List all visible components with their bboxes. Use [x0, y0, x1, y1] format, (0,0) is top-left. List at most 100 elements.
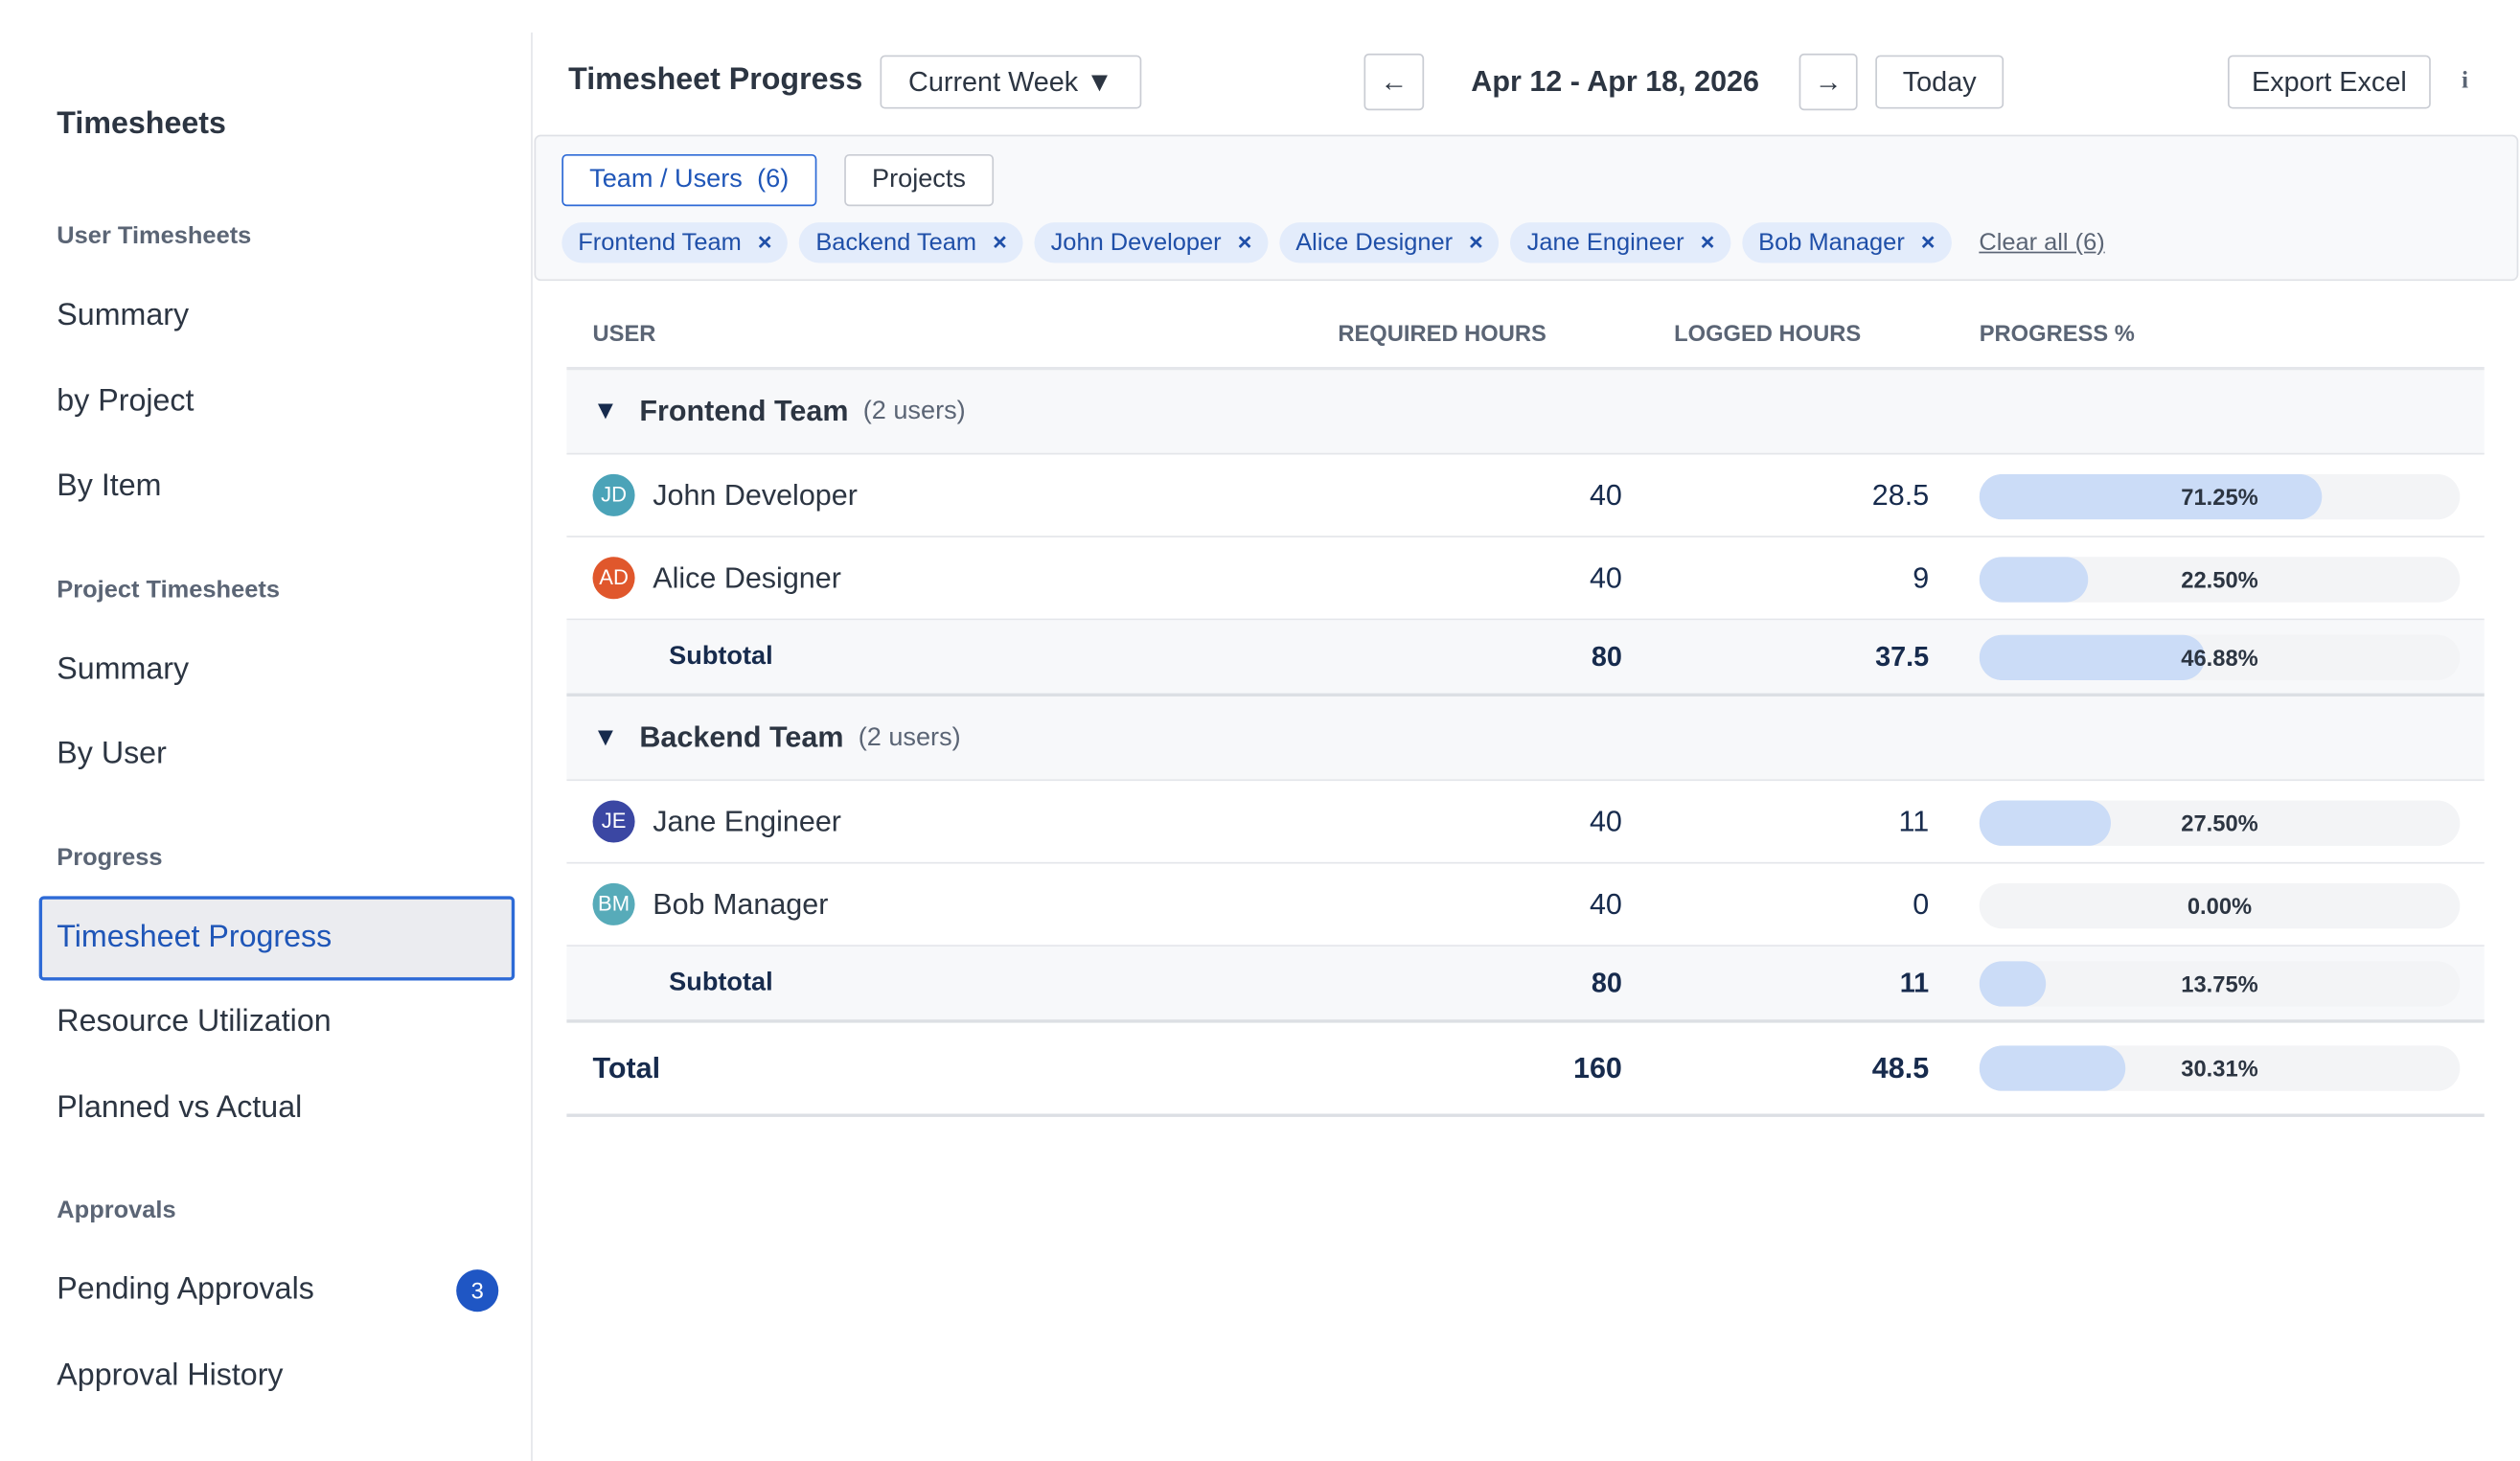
chip-label: John Developer — [1050, 228, 1222, 257]
filter-chip[interactable]: Alice Designer × — [1279, 222, 1500, 263]
group-row[interactable]: ▼ Frontend Team (2 users) — [566, 370, 2485, 455]
range-label: Current Week — [908, 66, 1079, 98]
nav-item[interactable]: By Item — [39, 445, 515, 529]
filter-chip[interactable]: Jane Engineer × — [1510, 222, 1731, 263]
user-cell: JE Jane Engineer — [592, 781, 841, 862]
filter-panel: Team / Users (6) Projects Frontend Team × Bac… — [534, 134, 2519, 282]
chip-remove[interactable]: × — [1237, 228, 1252, 257]
progress-table: USER REQUIRED HOURS LOGGED HOURS PROGRESS %… — [566, 297, 2485, 1117]
progress-fill — [1979, 1045, 2125, 1091]
filter-chip[interactable]: Backend Team × — [799, 222, 1023, 263]
table-header: USER REQUIRED HOURS LOGGED HOURS PROGRESS % — [566, 297, 2485, 371]
nav-item[interactable]: Resource Utilization — [39, 981, 515, 1065]
progress-label: 27.50% — [2181, 809, 2258, 835]
progress-fill — [1979, 556, 2088, 602]
progress-track: 27.50% — [1979, 799, 2461, 846]
nav-label: By Item — [57, 468, 162, 504]
section-heading: User Timesheets — [57, 222, 252, 250]
logged-hours: 11 — [1898, 804, 1930, 837]
nav-label: by Project — [57, 383, 195, 419]
sidebar: Timesheets User Timesheets Summary by Proj… — [22, 32, 533, 1461]
info-icon[interactable]: i — [2462, 68, 2469, 95]
progress-fill — [1979, 799, 2112, 846]
export-button[interactable]: Export Excel — [2227, 55, 2431, 109]
section-heading: Progress — [57, 843, 163, 872]
logged-hours: 0 — [1913, 887, 1930, 920]
tab-label: Team / Users — [589, 165, 743, 194]
user-row: AD Alice Designer 40 9 22.50% — [566, 537, 2485, 621]
range-dropdown[interactable]: Current Week ▼ — [880, 55, 1142, 109]
filter-tab[interactable]: Team / Users (6) — [561, 153, 817, 207]
avatar: JE — [592, 800, 635, 843]
user-name: Jane Engineer — [653, 804, 841, 837]
total-row: Total 160 48.5 30.31% — [566, 1023, 2485, 1117]
group-cell: ▼ Frontend Team (2 users) — [593, 370, 966, 452]
group-row[interactable]: ▼ Backend Team (2 users) — [566, 696, 2485, 782]
chip-remove[interactable]: × — [1920, 228, 1936, 257]
section-heading: Approvals — [57, 1196, 176, 1224]
progress-fill — [1979, 960, 2046, 1006]
column-header: PROGRESS % — [1979, 319, 2135, 346]
subtotal-label: Subtotal — [669, 642, 773, 671]
subtotal-row: Subtotal 80 11 13.75% — [566, 946, 2485, 1023]
toggle-icon: ▼ — [592, 397, 619, 425]
progress-label: 46.88% — [2181, 643, 2258, 671]
nav-item[interactable]: By User — [39, 713, 515, 797]
chip-remove[interactable]: × — [1700, 228, 1715, 257]
column-header: REQUIRED HOURS — [1338, 319, 1546, 346]
nav-item[interactable]: Summary — [39, 628, 515, 712]
progress-track: 22.50% — [1979, 556, 2461, 602]
filter-tab[interactable]: Projects — [844, 153, 994, 207]
nav-item[interactable]: Pending Approvals 3 — [39, 1248, 515, 1333]
nav-item[interactable]: by Project — [39, 359, 515, 444]
nav-item[interactable]: Timesheet Progress — [38, 895, 515, 980]
clear-all[interactable]: Clear all (6) — [1979, 228, 2105, 257]
filter-chip[interactable]: John Developer × — [1034, 222, 1269, 263]
logged-hours: 48.5 — [1871, 1051, 1930, 1084]
group-count: (2 users) — [862, 397, 966, 425]
progress-label: 13.75% — [2181, 970, 2258, 996]
next-button[interactable]: → — [1798, 53, 1858, 111]
chip-label: Backend Team — [815, 228, 977, 257]
chip-label: Frontend Team — [578, 228, 742, 257]
filter-chip[interactable]: Bob Manager × — [1742, 222, 1952, 263]
nav-label: Planned vs Actual — [57, 1089, 303, 1125]
user-name: John Developer — [653, 478, 858, 511]
required-hours: 80 — [1591, 967, 1622, 998]
progress-label: 71.25% — [2181, 483, 2258, 510]
toggle-icon: ▼ — [592, 722, 619, 751]
nav-item[interactable]: Summary — [39, 274, 515, 358]
nav-item[interactable]: Planned vs Actual — [39, 1066, 515, 1151]
sidebar-title: Timesheets — [57, 106, 226, 142]
user-cell: AD Alice Designer — [592, 537, 841, 619]
chip-remove[interactable]: × — [757, 228, 772, 257]
user-row: JE Jane Engineer 40 11 27.50% — [566, 781, 2485, 864]
chip-label: Bob Manager — [1758, 228, 1905, 257]
nav-label: Pending Approvals — [57, 1272, 314, 1308]
chip-remove[interactable]: × — [992, 228, 1007, 257]
user-name: Alice Designer — [653, 560, 841, 594]
nav-label: Timesheet Progress — [57, 919, 332, 954]
required-hours: 40 — [1589, 804, 1622, 837]
today-button[interactable]: Today — [1875, 55, 2005, 109]
chip-remove[interactable]: × — [1469, 228, 1483, 257]
progress-label: 22.50% — [2181, 565, 2258, 592]
required-hours: 160 — [1572, 1051, 1622, 1084]
prev-button[interactable]: ← — [1363, 53, 1425, 111]
progress-track: 0.00% — [1979, 882, 2461, 928]
date-range: Apr 12 - Apr 18, 2026 — [1471, 64, 1759, 98]
user-name: Bob Manager — [653, 887, 829, 920]
user-cell: JD John Developer — [592, 454, 858, 536]
group-name: Backend Team — [639, 720, 844, 754]
logged-hours: 37.5 — [1875, 640, 1930, 672]
nav-label: Approval History — [57, 1358, 284, 1393]
group-cell: ▼ Backend Team (2 users) — [593, 696, 961, 779]
main: Timesheet Progress Current Week ▼ ← Apr … — [533, 0, 2520, 1447]
progress-track: 30.31% — [1979, 1045, 2461, 1091]
filter-chip[interactable]: Frontend Team × — [561, 222, 789, 263]
user-cell: BM Bob Manager — [592, 864, 829, 946]
avatar: BM — [592, 882, 635, 925]
nav-item[interactable]: Approval History — [39, 1334, 515, 1418]
